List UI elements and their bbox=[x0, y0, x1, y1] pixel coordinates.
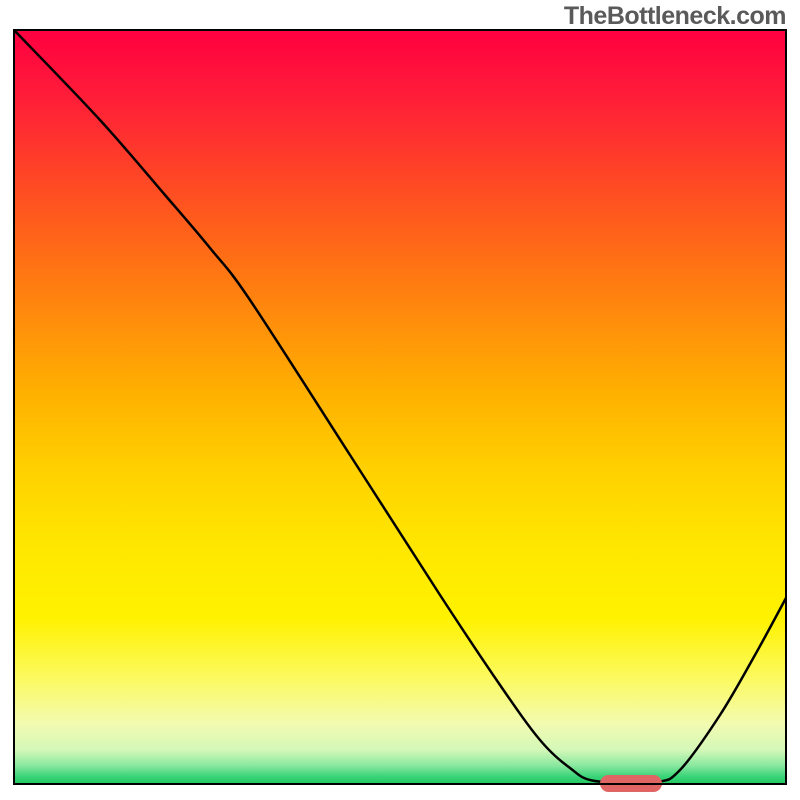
bottleneck-chart: TheBottleneck.com bbox=[0, 0, 800, 800]
chart-svg bbox=[0, 0, 800, 800]
watermark-text: TheBottleneck.com bbox=[564, 2, 786, 31]
chart-background bbox=[14, 30, 786, 784]
